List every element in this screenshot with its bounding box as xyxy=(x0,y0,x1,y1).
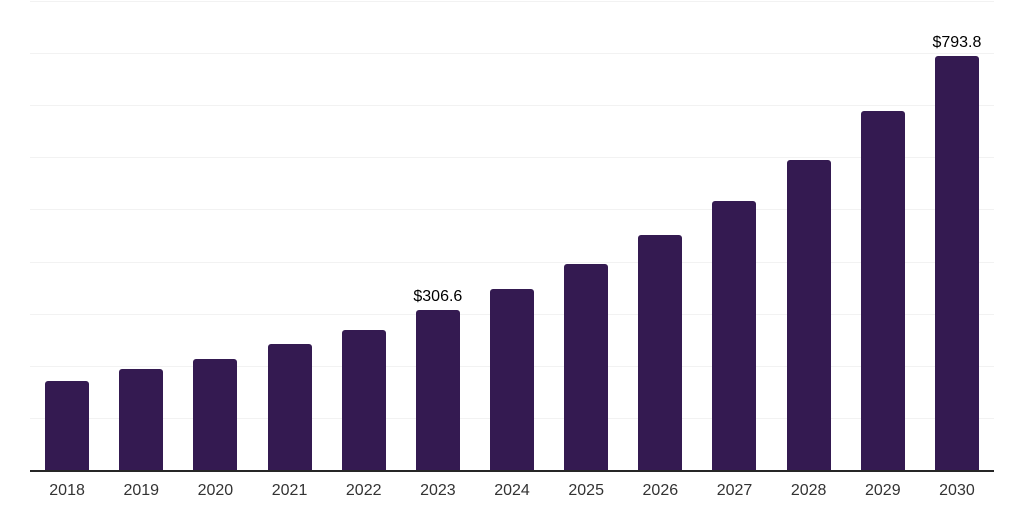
x-tick-2029: 2029 xyxy=(865,482,901,499)
bar-2029 xyxy=(860,111,905,470)
x-tick-2026: 2026 xyxy=(642,482,679,499)
bar-2020 xyxy=(193,359,238,470)
x-tick-2024: 2024 xyxy=(494,482,530,499)
x-tick-2021: 2021 xyxy=(271,482,308,499)
bar-2023 xyxy=(415,310,460,470)
x-tick-2023: 2023 xyxy=(420,482,456,499)
gridline-800 xyxy=(30,53,994,55)
bar-2025 xyxy=(564,264,609,470)
x-axis-labels: 2018 2019 2020 2021 2022 2023 2024 2025 2026 2027… xyxy=(30,480,994,502)
bar-2028 xyxy=(786,159,831,470)
x-tick-2019: 2019 xyxy=(123,482,160,499)
gridline-400 xyxy=(30,261,994,263)
bar-2018 xyxy=(45,381,90,470)
gridline-900 xyxy=(30,1,994,2)
x-tick-2025: 2025 xyxy=(568,482,604,499)
bar-2024 xyxy=(490,288,534,470)
x-tick-2022: 2022 xyxy=(345,482,382,499)
plot-area: $306.6 $793.8 xyxy=(30,1,994,472)
bar-2022 xyxy=(341,330,386,470)
gridline-500 xyxy=(30,209,994,211)
x-tick-2028: 2028 xyxy=(790,482,827,499)
x-tick-2020: 2020 xyxy=(197,482,234,499)
bar-2026 xyxy=(638,234,683,470)
bar-2021 xyxy=(267,344,312,470)
data-label-2030: $793.8 xyxy=(932,34,982,52)
gridline-700 xyxy=(30,105,994,107)
data-label-2023: $306.6 xyxy=(413,288,463,306)
bar-2030 xyxy=(934,56,979,470)
gridline-600 xyxy=(30,157,994,159)
bar-2019 xyxy=(119,369,164,470)
x-tick-2018: 2018 xyxy=(49,482,85,499)
x-tick-2030: 2030 xyxy=(939,482,975,499)
bar-2027 xyxy=(712,200,757,470)
x-tick-2027: 2027 xyxy=(716,482,753,499)
